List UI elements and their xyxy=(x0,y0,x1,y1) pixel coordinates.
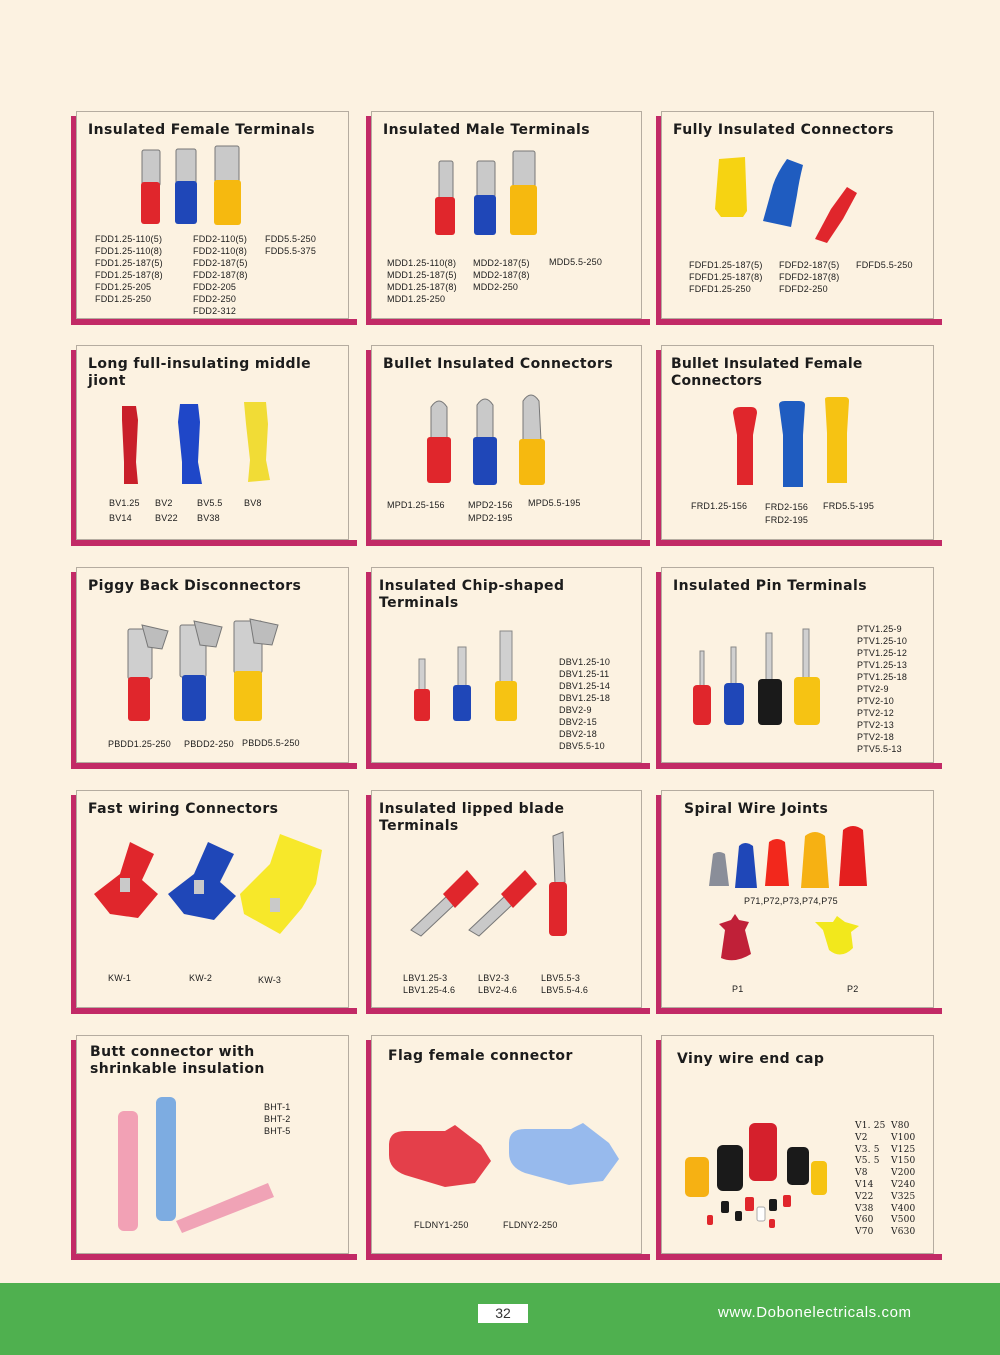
wire-end-caps-image xyxy=(685,1123,827,1228)
card-viny-wire-end-cap: Viny wire end cap V1. 25 V2 V3. 5 V5. 5 … xyxy=(656,1035,942,1260)
code-list: LBV1.25-3 LBV1.25-4.6 xyxy=(403,973,456,995)
card-title: Long full-insulating middle jiont xyxy=(88,356,312,389)
code-list: PBDD1.25-250 xyxy=(108,739,171,749)
code-list: BV2 BV22 xyxy=(155,498,178,523)
code-list: FRD2-156 FRD2-195 xyxy=(765,502,809,525)
page-number: 32 xyxy=(478,1304,528,1323)
card-title: Piggy Back Disconnectors xyxy=(88,578,302,594)
code-list: MPD5.5-195 xyxy=(528,498,581,508)
card-fast-wiring-connectors: Fast wiring Connectors KW-1 KW-2 KW-3 xyxy=(71,790,357,1014)
code-list: LBV5.5-3 LBV5.5-4.6 xyxy=(541,973,589,995)
flag-female-connectors-image xyxy=(389,1123,619,1187)
card-title: Fully Insulated Connectors xyxy=(673,122,894,138)
card-title: Insulated lipped blade Terminals xyxy=(379,801,565,834)
code-list: PBDD5.5-250 xyxy=(242,738,300,748)
code-list: FDFD2-187(5) FDFD2-187(8) FDFD2-250 xyxy=(779,260,840,294)
card-title: Insulated Male Terminals xyxy=(383,122,590,138)
code-list: V1. 25 V2 V3. 5 V5. 5 V8 V14 V22 V38 V60… xyxy=(855,1121,886,1238)
male-terminals-image xyxy=(435,150,537,235)
code-list: BV5.5 BV38 xyxy=(197,498,223,523)
card-title: Flag female connector xyxy=(388,1048,573,1064)
lipped-blade-terminals-image xyxy=(410,831,567,937)
code-list: FLDNY2-250 xyxy=(503,1220,558,1230)
code-list: BV8 xyxy=(244,498,262,508)
code-list: DBV1.25-10 DBV1.25-11 DBV1.25-14 DBV1.25… xyxy=(559,657,611,751)
code-list: FRD1.25-156 xyxy=(691,501,748,511)
code-list: MPD2-156 MPD2-195 xyxy=(468,500,513,523)
code-list: FLDNY1-250 xyxy=(414,1220,469,1230)
code-list: KW-1 xyxy=(108,973,132,983)
chip-shaped-terminals-image xyxy=(414,630,517,721)
card-insulated-male-terminals: Insulated Male Terminals MDD1.25-110(8) … xyxy=(366,111,650,325)
fast-wiring-connectors-image xyxy=(94,834,322,934)
card-title: Butt connector with shrinkable insulatio… xyxy=(90,1044,265,1077)
card-title: Insulated Female Terminals xyxy=(88,122,315,138)
card-title: Bullet Insulated Connectors xyxy=(383,356,614,372)
code-list: V80 V100 V125 V150 V200 V240 V325 V400 V… xyxy=(891,1121,916,1238)
card-fully-insulated-connectors: Fully Insulated Connectors FDFD1.25-187(… xyxy=(656,111,942,325)
code-list: FDD1.25-110(5) FDD1.25-110(8) FDD1.25-18… xyxy=(95,234,163,304)
female-terminals-image xyxy=(141,145,241,225)
code-list: PTV1.25-9 PTV1.25-10 PTV1.25-12 PTV1.25-… xyxy=(857,624,908,754)
card-spiral-wire-joints: Spiral Wire Joints P71,P72,P73,P74,P75 P… xyxy=(656,790,942,1014)
code-list: FDFD5.5-250 xyxy=(856,260,913,270)
card-long-full-insulating-middle-joint: Long full-insulating middle jiont BV1.25… xyxy=(71,345,357,546)
card-title: Spiral Wire Joints xyxy=(684,801,829,817)
code-list: P2 xyxy=(847,984,859,994)
code-list: FRD5.5-195 xyxy=(823,501,875,511)
code-list: FDD5.5-250 FDD5.5-375 xyxy=(265,234,317,256)
fully-insulated-connectors-image xyxy=(715,157,857,243)
code-list: P1 xyxy=(732,984,744,994)
card-bullet-insulated-connectors: Bullet Insulated Connectors MPD1.25-156 … xyxy=(366,345,650,546)
code-list: FDFD1.25-187(5) FDFD1.25-187(8) FDFD1.25… xyxy=(689,260,763,294)
card-bullet-insulated-female-connectors: Bullet Insulated Female Connectors FRD1.… xyxy=(656,345,942,546)
code-list: FDD2-110(5) FDD2-110(8) FDD2-187(5) FDD2… xyxy=(193,234,248,316)
card-title: Fast wiring Connectors xyxy=(88,801,279,817)
code-list: MDD1.25-110(8) MDD1.25-187(5) MDD1.25-18… xyxy=(387,258,457,304)
code-list: KW-3 xyxy=(258,975,282,985)
bullet-connectors-image xyxy=(427,394,545,485)
code-list: PBDD2-250 xyxy=(184,739,234,749)
code-list: MDD5.5-250 xyxy=(549,257,603,267)
card-insulated-female-terminals: Insulated Female Terminals FDD1.25-110(5… xyxy=(71,111,357,325)
piggy-back-disconnectors-image xyxy=(127,618,279,721)
card-butt-connector-shrinkable: Butt connector with shrinkable insulatio… xyxy=(71,1035,357,1260)
bullet-female-connectors-image xyxy=(733,397,849,487)
code-list: BHT-1 BHT-2 BHT-5 xyxy=(264,1102,291,1136)
card-insulated-chip-shaped-terminals: Insulated Chip-shaped Terminals DBV1.25-… xyxy=(366,567,650,769)
code-list: BV1.25 BV14 xyxy=(109,498,140,523)
card-piggy-back-disconnectors: Piggy Back Disconnectors PBDD1.25-250 PB… xyxy=(71,567,357,769)
code-list: MDD2-187(5) MDD2-187(8) MDD2-250 xyxy=(473,258,530,292)
spiral-wire-joints-image xyxy=(709,826,867,961)
code-list: P71,P72,P73,P74,P75 xyxy=(744,896,838,906)
code-list: KW-2 xyxy=(189,973,213,983)
code-list: LBV2-3 LBV2-4.6 xyxy=(478,973,518,995)
card-title: Insulated Chip-shaped Terminals xyxy=(379,578,565,611)
pin-terminals-image xyxy=(693,628,820,725)
butt-connectors-image xyxy=(118,1097,274,1233)
card-title: Insulated Pin Terminals xyxy=(673,578,867,594)
card-title: Viny wire end cap xyxy=(677,1051,825,1067)
card-title: Bullet Insulated Female Connectors xyxy=(671,356,863,389)
card-insulated-lipped-blade-terminals: Insulated lipped blade Terminals LBV1.25… xyxy=(366,790,650,1014)
card-flag-female-connector: Flag female connector FLDNY1-250 FLDNY2-… xyxy=(366,1035,650,1260)
card-insulated-pin-terminals: Insulated Pin Terminals PTV1.25-9 PTV1.2… xyxy=(656,567,942,769)
code-list: MPD1.25-156 xyxy=(387,500,445,510)
middle-joint-image xyxy=(122,402,270,484)
website-url[interactable]: www.Dobonelectricals.com xyxy=(718,1304,912,1321)
